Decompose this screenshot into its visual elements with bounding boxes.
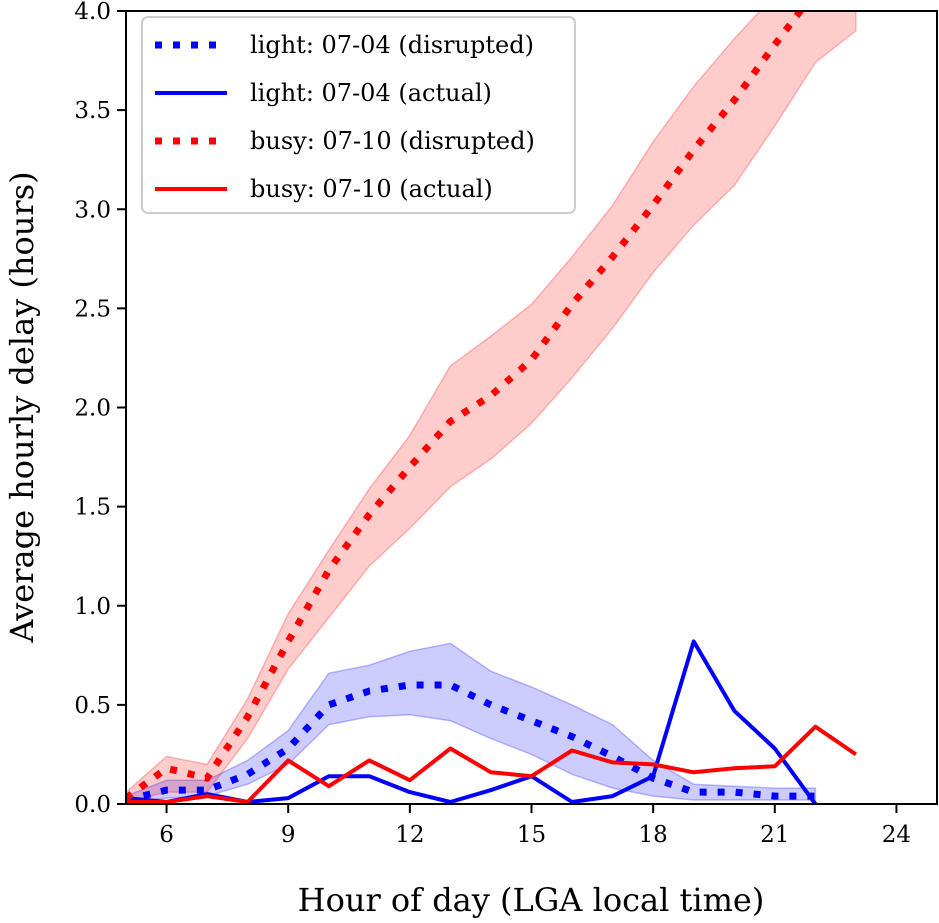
y-tick-label: 1.5 (74, 495, 111, 521)
y-tick-label: 1.0 (74, 594, 111, 620)
legend-label-3: busy: 07-10 (actual) (250, 175, 493, 203)
x-axis-label: Hour of day (LGA local time) (298, 881, 765, 919)
x-tick-label: 12 (395, 822, 424, 848)
y-tick-label: 3.0 (74, 197, 111, 223)
legend-box (141, 16, 576, 214)
series-0-line (126, 681, 816, 804)
series-2-line (126, 11, 805, 801)
x-tick-label: 21 (760, 822, 789, 848)
x-tick-label: 9 (281, 822, 296, 848)
x-tick-label: 15 (517, 822, 546, 848)
x-tick-label: 6 (159, 822, 174, 848)
legend-label-0: light: 07-04 (disrupted) (250, 31, 534, 59)
y-tick-label: 4.0 (74, 0, 111, 25)
x-tick-label: 24 (882, 822, 911, 848)
x-tick-label: 18 (639, 822, 668, 848)
series-0-band (126, 642, 817, 803)
series-3-line (126, 724, 858, 804)
y-tick-label: 2.0 (74, 396, 111, 422)
y-tick-label: 2.5 (74, 296, 111, 322)
legend-label-1: light: 07-04 (actual) (250, 79, 492, 107)
y-tick-label: 0.5 (74, 693, 111, 719)
legend-label-2: busy: 07-10 (disrupted) (250, 127, 535, 155)
y-axis-label: Average hourly delay (hours) (3, 171, 41, 643)
y-tick-label: 3.5 (74, 98, 111, 124)
y-tick-label: 0.0 (74, 792, 111, 818)
legend: light: 07-04 (disrupted) light: 07-04 (ac… (141, 16, 576, 214)
